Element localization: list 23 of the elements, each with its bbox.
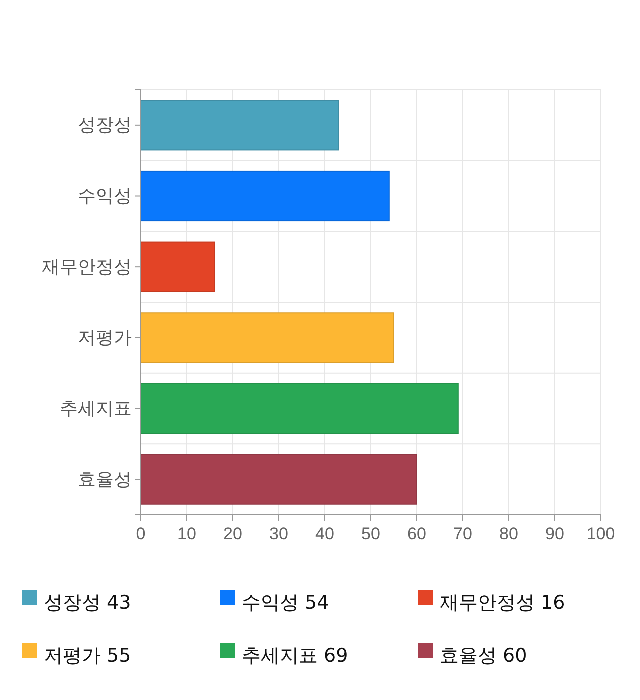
legend-label: 성장성 43 xyxy=(44,592,132,614)
y-tick-label: 재무안정성 xyxy=(42,256,132,277)
x-tick-label: 50 xyxy=(362,524,380,544)
y-tick-label: 수익성 xyxy=(78,186,132,206)
x-tick-label: 20 xyxy=(224,524,242,544)
legend-label: 재무안정성 16 xyxy=(440,592,566,614)
y-tick-label: 저평가 xyxy=(78,328,132,348)
x-tick-label: 90 xyxy=(546,524,564,544)
x-tick-label: 100 xyxy=(586,524,616,544)
x-tick-label: 40 xyxy=(316,524,334,544)
y-tick-label: 성장성 xyxy=(78,115,132,136)
legend-label: 효율성 60 xyxy=(440,645,528,668)
x-tick-label: 0 xyxy=(136,524,146,544)
y-tick-label: 추세지표 xyxy=(60,398,132,419)
legend-label: 수익성 54 xyxy=(242,592,330,614)
x-tick-label: 60 xyxy=(408,524,426,544)
x-tick-label: 70 xyxy=(454,524,472,544)
x-tick-label: 80 xyxy=(500,524,518,544)
legend-label: 추세지표 69 xyxy=(242,645,348,668)
x-tick-label: 30 xyxy=(270,524,288,544)
legend-label: 저평가 55 xyxy=(44,645,132,668)
y-tick-label: 효율성 xyxy=(78,469,132,490)
x-tick-label: 10 xyxy=(178,524,196,544)
